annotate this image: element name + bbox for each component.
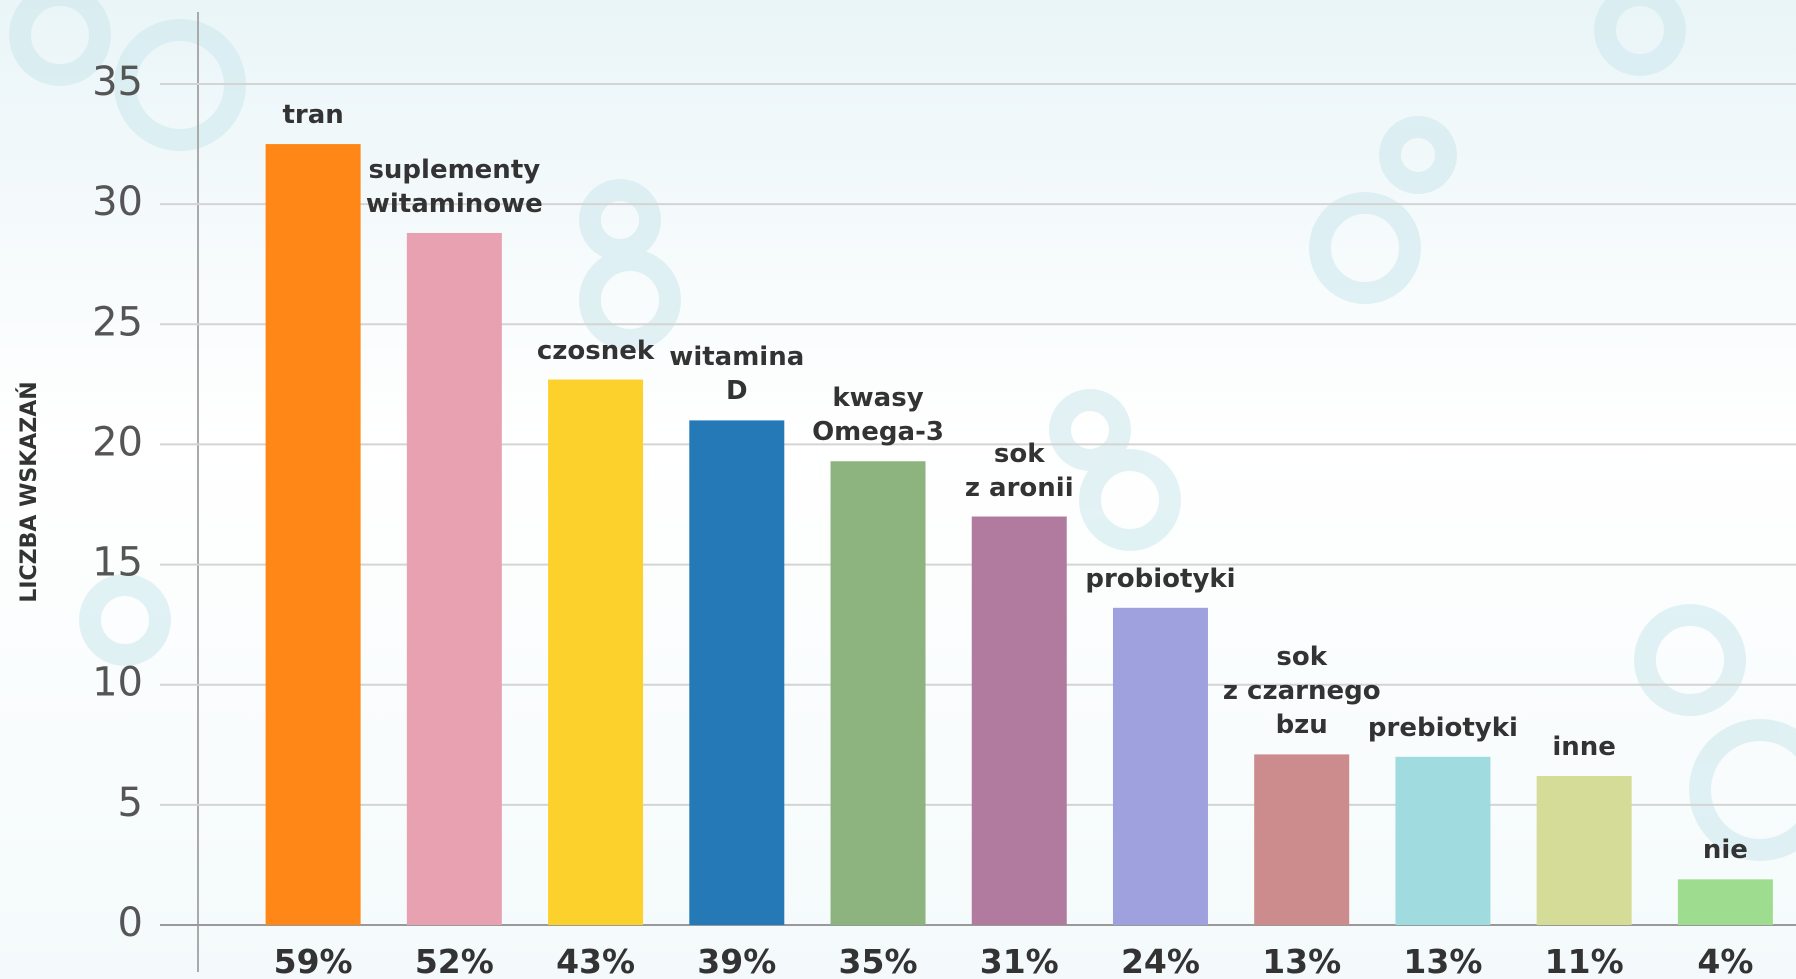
- y-tick-label: 30: [92, 179, 143, 225]
- category-label: prebiotyki: [1367, 712, 1518, 743]
- category-label: witamina D: [669, 342, 805, 407]
- bar: [830, 461, 926, 925]
- share-label: 59%: [273, 942, 353, 979]
- category-label: inne: [1552, 732, 1616, 763]
- share-label: 31%: [979, 942, 1059, 979]
- bar: [689, 420, 785, 925]
- share-label: 24%: [1120, 942, 1200, 979]
- bar: [548, 379, 644, 926]
- category-label: nie: [1702, 835, 1748, 866]
- share-label: 43%: [556, 942, 636, 979]
- share-label: 11%: [1544, 942, 1624, 979]
- bar: [1677, 879, 1773, 925]
- y-tick-label: 15: [92, 540, 143, 586]
- share-label: 39%: [697, 942, 777, 979]
- category-label: sok z czarnego bzu: [1222, 642, 1381, 741]
- share-label: 13%: [1403, 942, 1483, 979]
- y-tick-label: 25: [92, 299, 143, 345]
- category-label: probiotyki: [1085, 563, 1236, 594]
- bar: [1395, 756, 1491, 925]
- share-label: 13%: [1262, 942, 1342, 979]
- y-tick-label: 5: [118, 780, 143, 826]
- category-label: czosnek: [536, 335, 655, 366]
- category-label: kwasy Omega-3: [812, 383, 944, 448]
- bar: [265, 144, 361, 926]
- bar: [1112, 607, 1208, 925]
- category-label: tran: [282, 100, 344, 131]
- y-tick-label: 20: [92, 419, 143, 465]
- category-label: sok z aronii: [964, 438, 1074, 503]
- category-label: suplementy witaminowe: [365, 154, 543, 219]
- share-label: 52%: [414, 942, 494, 979]
- bar: [406, 232, 502, 925]
- bar: [1536, 776, 1632, 925]
- bar: [971, 516, 1067, 925]
- share-label: 4%: [1697, 942, 1754, 979]
- y-tick-label: 10: [92, 660, 143, 706]
- y-tick-label: 0: [118, 900, 143, 946]
- background-bubbles: [9, 0, 1796, 861]
- y-axis-title: LICZBA WSKAZAŃ: [16, 381, 42, 602]
- bar: [1254, 754, 1350, 925]
- y-tick-label: 35: [92, 59, 143, 105]
- share-label: 35%: [838, 942, 918, 979]
